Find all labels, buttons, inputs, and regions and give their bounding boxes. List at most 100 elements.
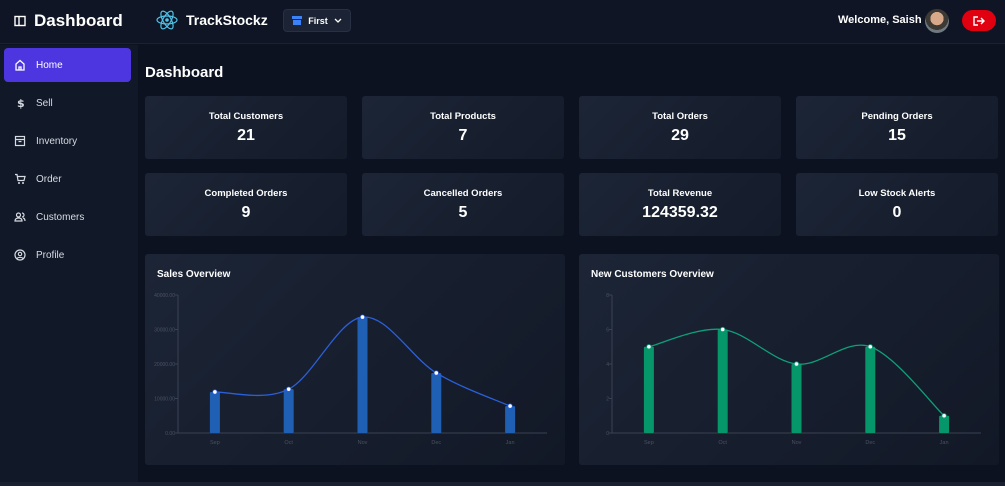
svg-text:$: $ xyxy=(17,97,25,109)
y-tick-label: 0 xyxy=(606,431,609,437)
x-tick-label: Nov xyxy=(358,440,368,446)
y-tick-label: 4 xyxy=(606,362,609,368)
new-customers-panel: 0 2 4 6 8 Sep Oct Nov Dec Jan New Customers Overv… xyxy=(579,254,999,465)
stat-label: Low Stock Alerts xyxy=(858,188,936,199)
brand-title: Dashboard xyxy=(34,11,123,30)
stat-card-cancelled-orders: Cancelled Orders 5 xyxy=(362,173,564,236)
stat-card-total-customers: Total Customers 21 xyxy=(145,96,347,159)
x-tick-label: Dec xyxy=(865,440,875,446)
sidebar-item-label: Customers xyxy=(36,211,85,223)
y-tick-label: 8 xyxy=(606,293,609,299)
stat-value: 5 xyxy=(458,204,468,221)
stat-label: Total Orders xyxy=(652,111,708,122)
bar-dec xyxy=(865,346,876,433)
bar-oct xyxy=(717,329,728,433)
stat-card-total-products: Total Products 7 xyxy=(362,96,564,159)
sidebar: Home $ Sell Inventory Order Customers Pr… xyxy=(0,45,138,486)
data-point-sep xyxy=(646,344,652,350)
sidebar-item-label: Inventory xyxy=(36,135,78,147)
sidebar-item-label: Sell xyxy=(36,97,53,109)
new-customers-chart: 0 2 4 6 8 Sep Oct Nov Dec Jan xyxy=(606,293,981,446)
bar-jan xyxy=(505,406,516,433)
x-tick-label: Nov xyxy=(792,440,802,446)
y-tick-label: 6 xyxy=(606,328,609,334)
stat-label: Total Customers xyxy=(208,111,284,122)
sidebar-item-sell[interactable]: $ Sell xyxy=(4,86,131,120)
y-tick-label: 30000.00 xyxy=(154,328,175,334)
stat-value: 21 xyxy=(237,127,255,144)
chart-title: Sales Overview xyxy=(157,269,231,280)
sidebar-toggle[interactable]: Dashboard xyxy=(14,11,123,31)
stat-value: 9 xyxy=(241,204,251,221)
bar-oct xyxy=(283,389,294,433)
stat-label: Cancelled Orders xyxy=(423,188,503,199)
user-circle-icon xyxy=(14,249,26,261)
sidebar-item-inventory[interactable]: Inventory xyxy=(4,124,131,158)
logout-button[interactable] xyxy=(962,10,996,31)
stat-card-total-orders: Total Orders 29 xyxy=(579,96,781,159)
welcome-text: Welcome, Saish xyxy=(838,14,922,26)
react-logo-icon xyxy=(156,10,178,30)
page-title: Dashboard xyxy=(145,64,224,81)
bar-sep xyxy=(209,391,220,433)
stat-value: 29 xyxy=(671,127,689,144)
sidebar-item-order[interactable]: Order xyxy=(4,162,131,196)
chart-title: New Customers Overview xyxy=(591,269,714,280)
stat-label: Total Products xyxy=(430,111,496,122)
bar-sep xyxy=(643,346,654,433)
sidebar-item-label: Profile xyxy=(36,249,65,261)
sidebar-toggle-icon xyxy=(14,15,26,27)
data-point-dec xyxy=(867,344,873,350)
x-tick-label: Jan xyxy=(940,440,949,446)
y-tick-label: 0.00 xyxy=(165,431,175,437)
stat-value: 124359.32 xyxy=(642,204,718,221)
store-selector-value: First xyxy=(308,15,328,26)
cart-icon xyxy=(15,173,26,184)
y-tick-label: 2 xyxy=(606,397,609,403)
app-name: TrackStockz xyxy=(186,12,268,28)
bar-dec xyxy=(431,372,442,433)
stat-value: 7 xyxy=(458,127,468,144)
sales-overview-chart: 0.00 10000.00 20000.00 30000.00 40000.00 Sep O… xyxy=(154,293,547,446)
stat-label: Completed Orders xyxy=(204,188,288,199)
x-tick-label: Oct xyxy=(718,440,727,446)
store-selector[interactable]: First xyxy=(283,9,351,32)
sidebar-item-home[interactable]: Home xyxy=(4,48,131,82)
stat-label: Total Revenue xyxy=(647,188,713,199)
store-icon xyxy=(292,16,303,25)
stat-value: 15 xyxy=(888,127,906,144)
sidebar-item-label: Order xyxy=(36,173,62,185)
data-point-oct xyxy=(286,386,292,392)
data-point-nov xyxy=(793,361,800,367)
y-tick-label: 10000.00 xyxy=(154,397,175,403)
data-point-jan xyxy=(507,403,513,409)
top-header: Dashboard TrackStockz First Welcome, Sai… xyxy=(0,0,1005,44)
y-tick-label: 20000.00 xyxy=(154,362,175,368)
avatar[interactable] xyxy=(925,9,949,33)
stat-card-completed-orders: Completed Orders 9 xyxy=(145,173,347,236)
dollar-icon: $ xyxy=(17,97,25,109)
app-logo[interactable]: TrackStockz xyxy=(156,9,268,31)
sidebar-item-profile[interactable]: Profile xyxy=(4,238,131,272)
y-tick-label: 40000.00 xyxy=(154,293,175,299)
chevron-down-icon xyxy=(334,18,342,23)
data-point-oct xyxy=(720,326,726,333)
home-icon xyxy=(15,59,25,71)
logout-icon xyxy=(973,15,985,26)
bar-nov xyxy=(357,317,368,433)
stat-card-total-revenue: Total Revenue 124359.32 xyxy=(579,173,781,236)
x-tick-label: Sep xyxy=(210,440,220,446)
data-point-jan xyxy=(941,413,947,419)
x-tick-label: Dec xyxy=(431,440,441,446)
archive-icon xyxy=(14,135,26,147)
x-tick-label: Sep xyxy=(644,440,654,446)
sidebar-item-customers[interactable]: Customers xyxy=(4,200,131,234)
bar-jan xyxy=(939,415,950,433)
data-point-sep xyxy=(212,389,218,395)
x-tick-label: Jan xyxy=(506,440,515,446)
stat-card-low-stock-alerts: Low Stock Alerts 0 xyxy=(796,173,998,236)
stat-value: 0 xyxy=(892,204,902,221)
sales-overview-panel: 0.00 10000.00 20000.00 30000.00 40000.00 Sep O… xyxy=(145,254,565,465)
sidebar-item-label: Home xyxy=(36,59,63,71)
horizontal-scrollbar[interactable] xyxy=(0,482,1005,486)
